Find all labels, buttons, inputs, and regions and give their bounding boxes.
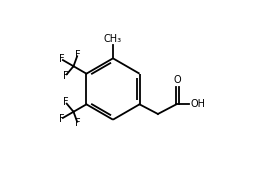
Text: F: F bbox=[59, 54, 65, 64]
Text: F: F bbox=[63, 97, 69, 107]
Text: O: O bbox=[174, 75, 181, 85]
Text: F: F bbox=[75, 50, 81, 60]
Text: F: F bbox=[63, 71, 69, 81]
Text: F: F bbox=[75, 118, 81, 128]
Text: CH₃: CH₃ bbox=[104, 34, 122, 44]
Text: OH: OH bbox=[190, 99, 205, 109]
Text: F: F bbox=[59, 114, 65, 124]
